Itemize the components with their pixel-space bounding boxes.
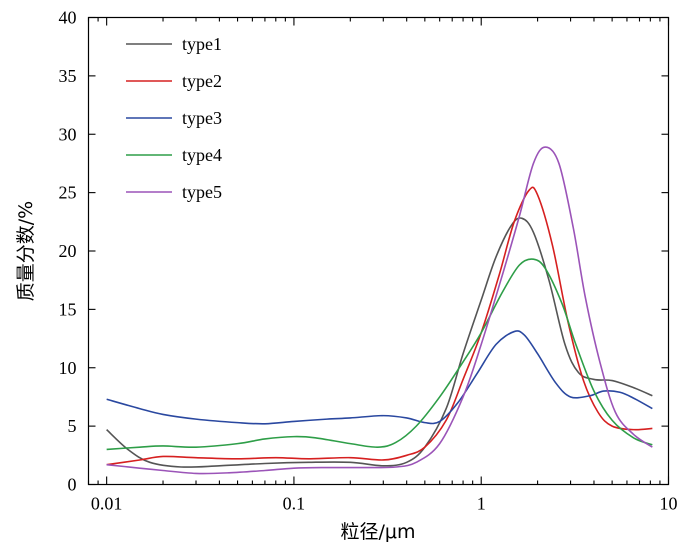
series-line-type4 — [106, 258, 653, 451]
y-axis-title: 质量分数/% — [15, 201, 37, 301]
y-tick-label: 35 — [59, 66, 77, 86]
y-tick-label: 15 — [59, 299, 77, 319]
legend-label-type4: type4 — [182, 145, 222, 165]
x-axis-title: 粒径/μm — [341, 521, 416, 543]
plot-frame — [87, 16, 670, 486]
legend-label-type1: type1 — [182, 34, 222, 54]
y-tick-label: 5 — [68, 416, 77, 436]
x-tick-label: 0.01 — [91, 494, 123, 514]
legend-label-type5: type5 — [182, 182, 222, 202]
legend-label-type2: type2 — [182, 71, 222, 91]
y-tick-label: 40 — [59, 8, 77, 28]
plot-area — [106, 146, 653, 475]
y-tick-label: 25 — [59, 183, 77, 203]
x-tick-label: 10 — [660, 494, 678, 514]
y-tick-label: 30 — [59, 124, 77, 144]
y-tick-label: 10 — [59, 358, 77, 378]
series-line-type3 — [106, 330, 653, 425]
legend: type1 type2 type3 type4 type5 — [126, 34, 222, 202]
x-tick-label: 0.1 — [283, 494, 306, 514]
series-line-type2 — [106, 186, 653, 466]
y-tick-label: 20 — [59, 241, 77, 261]
x-tick-label: 1 — [477, 494, 486, 514]
legend-label-type3: type3 — [182, 108, 222, 128]
x-axis: 0.01 0.1 1 10 — [87, 17, 678, 514]
series-line-type5 — [106, 146, 653, 475]
y-axis: 0 5 10 15 20 25 30 35 40 — [59, 8, 669, 495]
y-tick-label: 0 — [68, 475, 77, 495]
series-line-type1 — [106, 217, 653, 468]
